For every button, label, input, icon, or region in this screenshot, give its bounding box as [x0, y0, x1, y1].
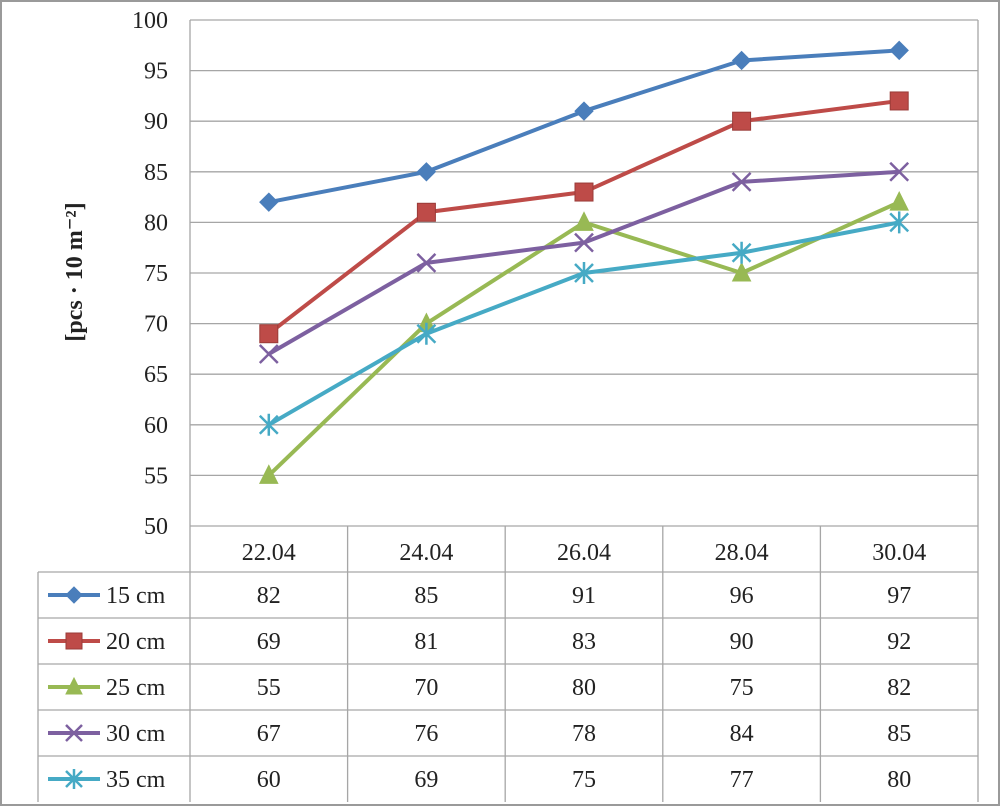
- table-cell: 85: [887, 721, 911, 747]
- table-cell: 76: [414, 721, 438, 747]
- table-cell: 92: [887, 629, 911, 655]
- legend-label: 15 cm: [106, 583, 166, 609]
- table-cell: 78: [572, 721, 596, 747]
- x-tick-label: 28.04: [715, 540, 769, 566]
- series-lines: [258, 40, 910, 484]
- y-axis-label: [pcs · 10 m⁻²]: [62, 202, 88, 341]
- data-point: [889, 91, 909, 111]
- y-tick-label: 70: [144, 312, 168, 338]
- data-point: [731, 50, 752, 71]
- data-point: [574, 262, 594, 284]
- data-point: [416, 202, 436, 222]
- data-point: [889, 161, 910, 182]
- x-tick-label: 30.04: [872, 540, 926, 566]
- data-point: [65, 676, 83, 695]
- table-cell: 69: [257, 629, 281, 655]
- table-cell: 70: [414, 675, 438, 701]
- legend-label: 20 cm: [106, 629, 166, 655]
- data-point: [574, 211, 594, 231]
- data-point: [574, 182, 594, 202]
- table-cell: 77: [730, 767, 754, 793]
- data-point: [574, 101, 594, 121]
- table-cell: 90: [730, 629, 754, 655]
- table-cell: 60: [257, 767, 281, 793]
- legend-label: 30 cm: [106, 721, 166, 747]
- y-axis-ticks: 50 55 60 65 70 75 80 85 90 95 100: [132, 8, 168, 540]
- data-point: [65, 586, 83, 604]
- y-tick-label: 60: [144, 413, 168, 439]
- data-point: [889, 191, 910, 211]
- data-point: [65, 769, 83, 789]
- table-cell: 82: [257, 583, 281, 609]
- legend-label: 35 cm: [106, 767, 166, 793]
- table-cell: 91: [572, 583, 596, 609]
- y-tick-label: 55: [144, 463, 168, 489]
- data-point: [889, 211, 910, 234]
- data-point: [259, 324, 279, 344]
- data-point: [574, 232, 594, 253]
- table-cell: 81: [414, 629, 438, 655]
- table-cell: 80: [572, 675, 596, 701]
- y-tick-label: 65: [144, 362, 168, 388]
- y-tick-label: 95: [144, 59, 168, 85]
- data-point: [258, 464, 279, 484]
- y-tick-label: 80: [144, 210, 168, 236]
- x-tick-label: 24.04: [399, 540, 453, 566]
- table-cell: 75: [730, 675, 754, 701]
- table-cell: 55: [257, 675, 281, 701]
- data-point: [732, 111, 752, 131]
- data-point: [416, 252, 437, 273]
- table-cell: 82: [887, 675, 911, 701]
- table-cell: 80: [887, 767, 911, 793]
- data-table: 22.04 24.04 26.04 28.04 30.04 15 cm 82 85 91 96 97…: [37, 526, 979, 802]
- data-point: [731, 261, 752, 282]
- data-point: [65, 632, 83, 650]
- legend-label: 25 cm: [106, 675, 166, 701]
- data-point: [731, 172, 752, 192]
- table-cell: 85: [414, 583, 438, 609]
- y-tick-label: 100: [132, 8, 168, 34]
- data-point: [258, 413, 279, 436]
- data-point: [259, 192, 279, 212]
- x-tick-label: 22.04: [242, 540, 296, 566]
- x-tick-label: 26.04: [557, 540, 611, 566]
- data-point: [889, 40, 909, 61]
- gridlines: [189, 19, 979, 527]
- y-tick-label: 90: [144, 109, 168, 135]
- y-tick-label: 75: [144, 261, 168, 287]
- data-point: [416, 162, 437, 182]
- table-cell: 96: [730, 583, 754, 609]
- table-cell: 97: [887, 583, 911, 609]
- data-point: [416, 322, 437, 345]
- y-tick-label: 50: [144, 514, 168, 540]
- data-point: [65, 724, 83, 742]
- table-cell: 67: [257, 721, 281, 747]
- data-point: [731, 241, 752, 264]
- table-cell: 69: [414, 767, 438, 793]
- table-cell: 83: [572, 629, 596, 655]
- table-cell: 84: [730, 721, 754, 747]
- y-tick-label: 85: [144, 160, 168, 186]
- table-cell: 75: [572, 767, 596, 793]
- data-point: [258, 344, 279, 364]
